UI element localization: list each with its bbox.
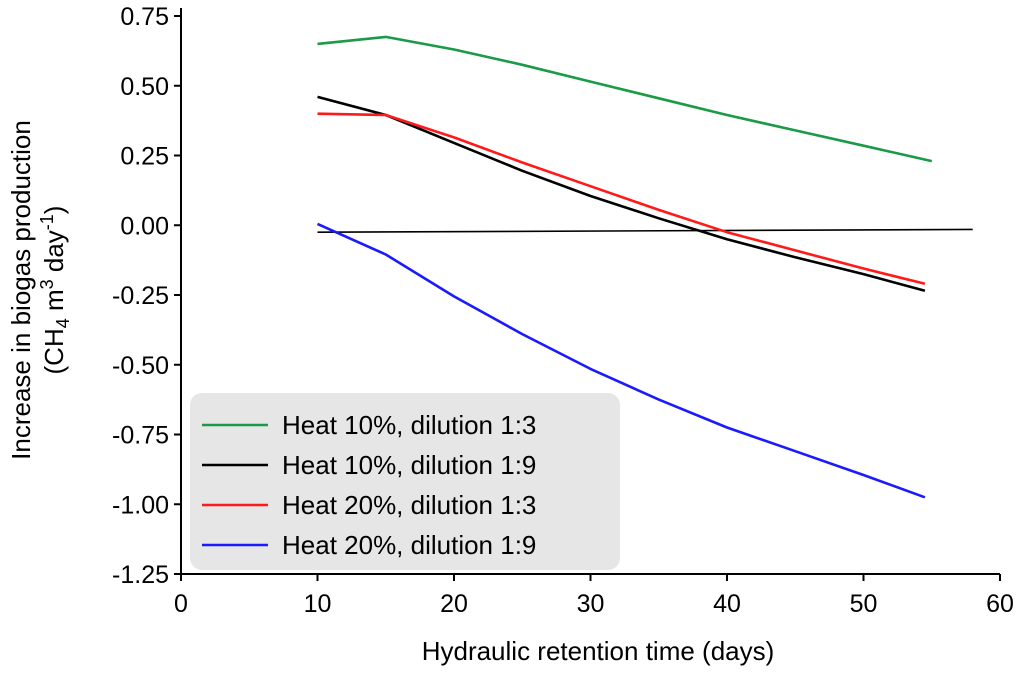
x-tick-label: 60 bbox=[986, 590, 1014, 618]
legend-label-2: Heat 10%, dilution 1:9 bbox=[282, 450, 536, 480]
y-tick-label: 0.75 bbox=[120, 3, 169, 31]
y-axis-title-units: (CH4 m3 day-1) bbox=[37, 206, 73, 375]
series-line-3 bbox=[317, 112, 926, 286]
y-tick-label: 0.25 bbox=[120, 143, 169, 171]
axes: 0.75 0.50 0.25 0.00 -0.25 -0.50 -0.75 -1.00 -1.2… bbox=[112, 3, 1014, 618]
legend-label-1: Heat 10%, dilution 1:3 bbox=[282, 410, 536, 440]
y-axis-title-line2: (CH4 m3 day-1) bbox=[37, 206, 73, 375]
series-line-1 bbox=[317, 35, 933, 163]
reference-line-layer bbox=[317, 228, 973, 234]
legend-label-4: Heat 20%, dilution 1:9 bbox=[282, 530, 536, 560]
y-axis-title-line1: Increase in biogas production bbox=[6, 120, 36, 460]
x-tick-label: 0 bbox=[174, 590, 188, 618]
y-axis-title: Increase in biogas production bbox=[6, 120, 36, 460]
y-tick-label: 0.50 bbox=[120, 73, 169, 101]
series-layer bbox=[316, 35, 933, 499]
y-tick-label: 0.00 bbox=[120, 212, 169, 240]
legend-label-3: Heat 20%, dilution 1:3 bbox=[282, 490, 536, 520]
y-tick-label: -1.00 bbox=[112, 491, 169, 519]
y-tick-label: -0.25 bbox=[112, 282, 169, 310]
x-tick-label: 30 bbox=[577, 590, 605, 618]
y-tick-label: -0.50 bbox=[112, 352, 169, 380]
series-line-2 bbox=[317, 95, 926, 293]
x-tick-label: 10 bbox=[304, 590, 332, 618]
x-tick-label: 20 bbox=[440, 590, 468, 618]
x-axis-title: Hydraulic retention time (days) bbox=[422, 636, 775, 666]
legend-box bbox=[190, 393, 620, 570]
zero-reference-line bbox=[317, 228, 973, 234]
x-tick-label: 40 bbox=[713, 590, 741, 618]
y-tick-label: -1.25 bbox=[112, 561, 169, 589]
x-tick-label: 50 bbox=[850, 590, 878, 618]
y-tick-label: -0.75 bbox=[112, 422, 169, 450]
legend: Heat 10%, dilution 1:3 Heat 10%, dilution… bbox=[190, 393, 620, 570]
series-line-4 bbox=[316, 222, 926, 499]
